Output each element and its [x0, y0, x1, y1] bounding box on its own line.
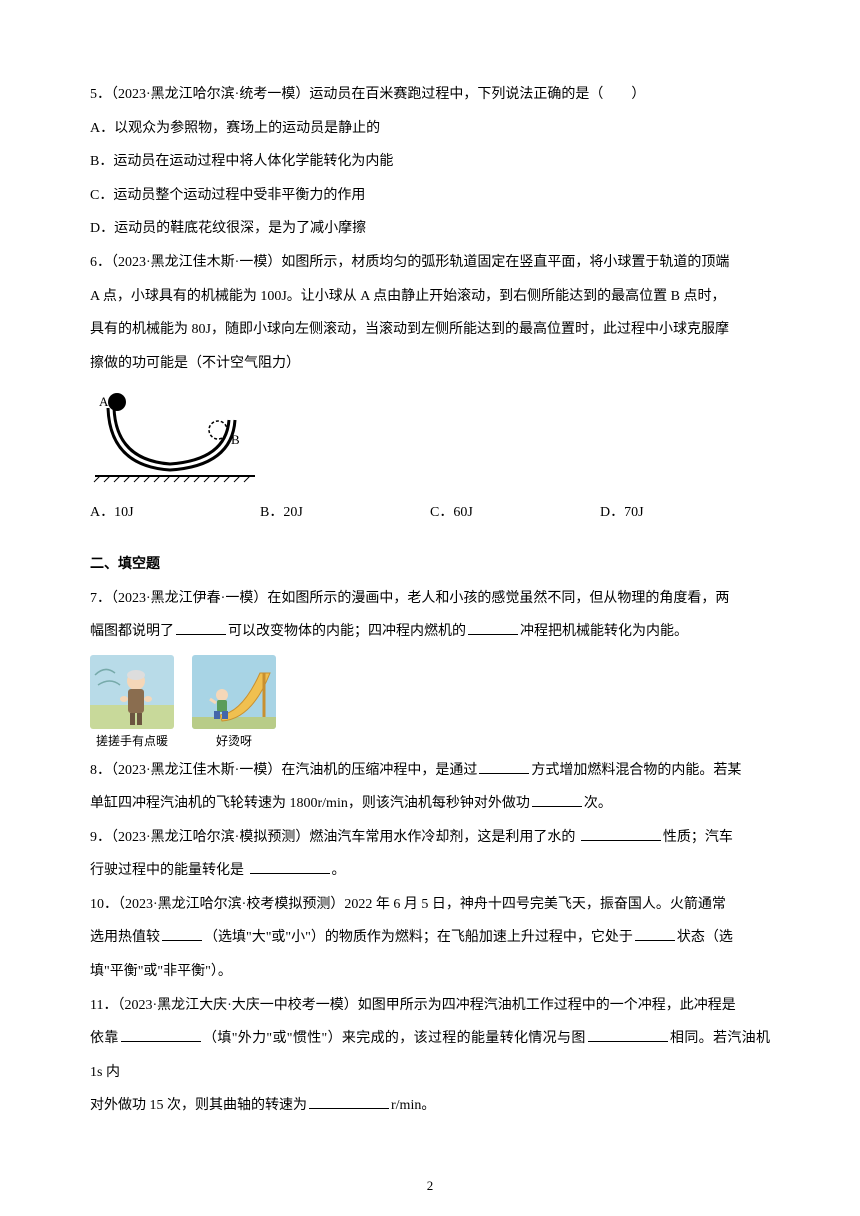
q6-label-b: B — [231, 432, 240, 447]
q9-line1: 9．（2023·黑龙江哈尔滨·模拟预测）燃油汽车常用水作冷却剂，这是利用了水的 … — [90, 821, 770, 855]
cartoon-1-caption: 搓搓手有点暖 — [90, 733, 174, 750]
section-2-title: 二、填空题 — [90, 548, 770, 582]
q8-line2: 单缸四冲程汽油机的飞轮转速为 1800r/min，则该汽油机每秒钟对外做功次。 — [90, 787, 770, 821]
q6-options: A．10J B．20J C．60J D．70J — [90, 496, 770, 530]
q5-optD: D．运动员的鞋底花纹很深，是为了减小摩擦 — [90, 212, 770, 246]
q6-stem-1: 6．（2023·黑龙江佳木斯·一模）如图所示，材质均匀的弧形轨道固定在竖直平面，… — [90, 246, 770, 280]
cartoon-old-man: 搓搓手有点暖 — [90, 655, 174, 750]
q11-line1: 11．（2023·黑龙江大庆·大庆一中校考一模）如图甲所示为四冲程汽油机工作过程… — [90, 989, 770, 1023]
q8-line1: 8．（2023·黑龙江佳木斯·一模）在汽油机的压缩冲程中，是通过方式增加燃料混合… — [90, 754, 770, 788]
cartoon-child-slide: 好烫呀 — [192, 655, 276, 750]
q6-optD: D．70J — [600, 496, 770, 530]
q7-line2: 幅图都说明了可以改变物体的内能；四冲程内燃机的冲程把机械能转化为内能。 — [90, 615, 770, 649]
q5-optC: C．运动员整个运动过程中受非平衡力的作用 — [90, 179, 770, 213]
q6-diagram: A B — [90, 388, 770, 488]
q7-cartoons: 搓搓手有点暖 好烫呀 — [90, 655, 770, 750]
q10-line1: 10．（2023·黑龙江哈尔滨·校考模拟预测）2022 年 6 月 5 日，神舟… — [90, 888, 770, 922]
q11-line3: 对外做功 15 次，则其曲轴的转速为r/min。 — [90, 1089, 770, 1123]
q6-label-a: A — [99, 394, 109, 409]
q9-line2: 行驶过程中的能量转化是 。 — [90, 854, 770, 888]
q6-stem-2: A 点，小球具有的机械能为 100J。让小球从 A 点由静止开始滚动，到右侧所能… — [90, 280, 770, 314]
cartoon-2-caption: 好烫呀 — [192, 733, 276, 750]
q11-line2: 依靠（填"外力"或"惯性"）来完成的，该过程的能量转化情况与图相同。若汽油机 1… — [90, 1022, 770, 1089]
q6-stem-3: 具有的机械能为 80J，随即小球向左侧滚动，当滚动到左侧所能达到的最高位置时，此… — [90, 313, 770, 347]
q6-stem-4: 擦做的功可能是（不计空气阻力） — [90, 347, 770, 381]
q6-optA: A．10J — [90, 496, 260, 530]
q10-line3: 填"平衡"或"非平衡"）。 — [90, 955, 770, 989]
page-number: 2 — [0, 1178, 860, 1194]
q7-line1: 7．（2023·黑龙江伊春·一模）在如图所示的漫画中，老人和小孩的感觉虽然不同，… — [90, 582, 770, 616]
q6-optC: C．60J — [430, 496, 600, 530]
q5-optB: B．运动员在运动过程中将人体化学能转化为内能 — [90, 145, 770, 179]
q6-optB: B．20J — [260, 496, 430, 530]
q5-optA: A．以观众为参照物，赛场上的运动员是静止的 — [90, 112, 770, 146]
q5-stem: 5．（2023·黑龙江哈尔滨·统考一模）运动员在百米赛跑过程中，下列说法正确的是… — [90, 78, 770, 112]
q10-line2: 选用热值较（选填"大"或"小"）的物质作为燃料；在飞船加速上升过程中，它处于状态… — [90, 921, 770, 955]
